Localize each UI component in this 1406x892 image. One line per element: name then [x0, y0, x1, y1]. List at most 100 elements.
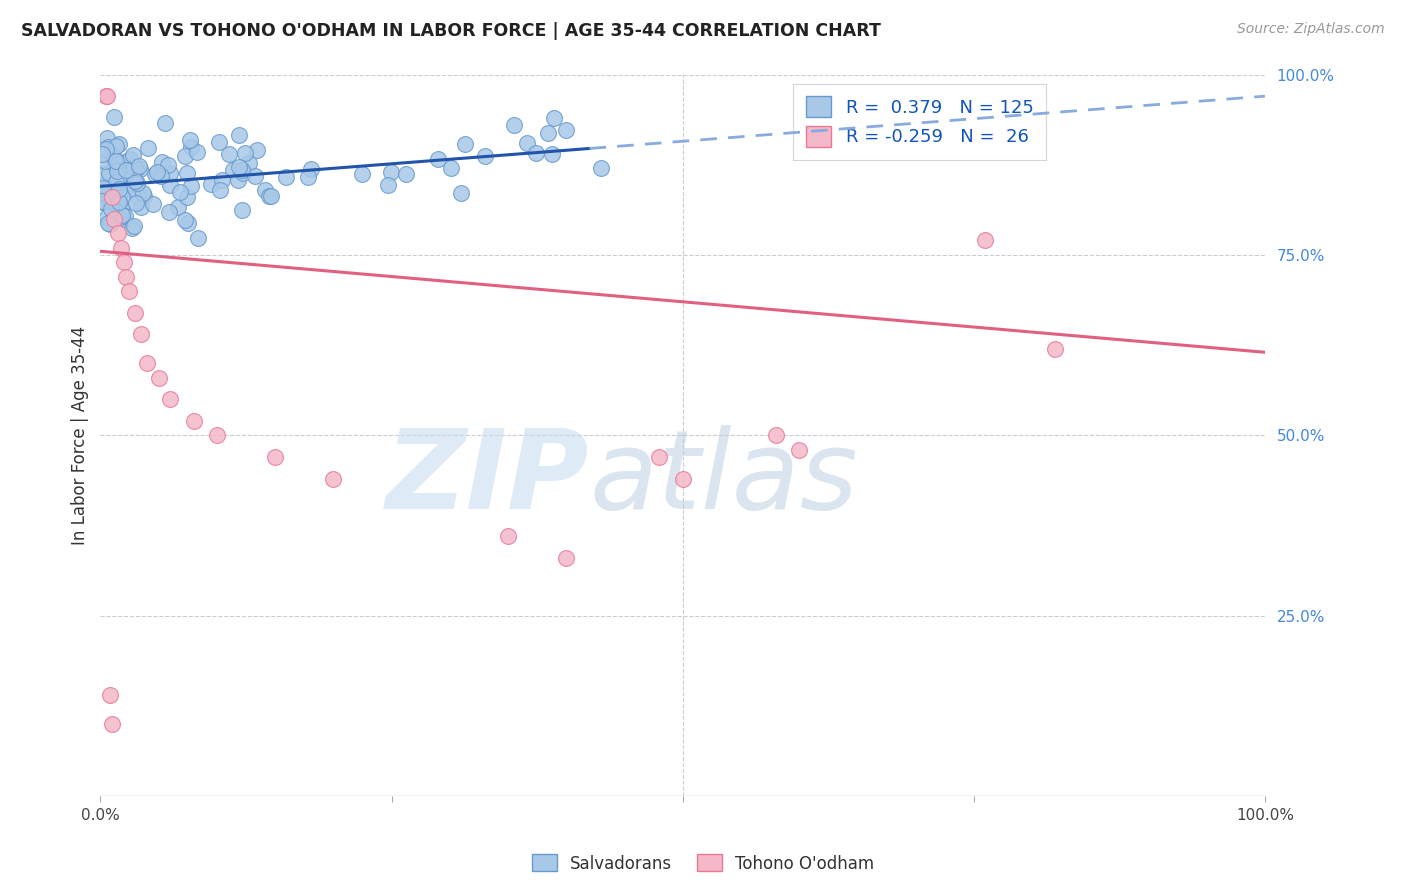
Point — [97, 140, 120, 154]
Point — [200, 178, 222, 192]
Point — [110, 202, 132, 217]
Point — [136, 141, 159, 155]
Point — [231, 162, 253, 177]
Point — [90, 146, 112, 161]
Point — [264, 450, 287, 464]
Point — [765, 428, 787, 442]
Point — [222, 162, 245, 177]
Point — [108, 194, 131, 209]
Point — [115, 163, 138, 178]
Point — [238, 156, 260, 170]
Point — [103, 187, 125, 202]
Point — [157, 204, 180, 219]
Point — [111, 208, 134, 222]
Point — [156, 158, 179, 172]
Point — [183, 414, 205, 428]
Point — [125, 196, 148, 211]
Point — [524, 145, 547, 160]
Point — [180, 179, 202, 194]
Point — [555, 123, 578, 137]
Point — [98, 217, 121, 231]
Point — [122, 160, 145, 174]
Point — [453, 136, 475, 151]
Point — [127, 177, 149, 191]
Point — [380, 165, 402, 179]
Point — [91, 194, 114, 209]
Point — [297, 169, 319, 184]
Point — [101, 194, 124, 209]
Point — [257, 189, 280, 203]
Point — [122, 171, 145, 186]
Point — [274, 169, 297, 184]
Point — [122, 148, 145, 162]
Point — [107, 172, 129, 186]
Point — [211, 172, 233, 186]
Point — [93, 153, 115, 168]
Point — [150, 155, 173, 169]
Point — [228, 173, 250, 187]
Point — [115, 269, 138, 284]
Point — [540, 146, 562, 161]
Point — [111, 212, 134, 227]
Point — [98, 193, 121, 207]
Point — [91, 167, 114, 181]
Point — [96, 211, 118, 225]
Point — [104, 154, 127, 169]
Point — [516, 136, 538, 150]
Point — [121, 220, 143, 235]
Point — [176, 166, 198, 180]
Point — [103, 156, 125, 170]
Point — [254, 184, 277, 198]
Point — [974, 234, 997, 248]
Point — [149, 169, 172, 183]
Point — [125, 162, 148, 177]
Point — [153, 116, 176, 130]
Point — [228, 160, 250, 174]
Point — [543, 111, 565, 125]
Point — [299, 161, 322, 176]
Point — [101, 716, 124, 731]
Legend: Salvadorans, Tohono O'odham: Salvadorans, Tohono O'odham — [524, 847, 882, 880]
Point — [111, 190, 134, 204]
Point — [129, 201, 152, 215]
Point — [450, 186, 472, 200]
Text: SALVADORAN VS TOHONO O'ODHAM IN LABOR FORCE | AGE 35-44 CORRELATION CHART: SALVADORAN VS TOHONO O'ODHAM IN LABOR FO… — [21, 22, 882, 40]
Point — [107, 182, 129, 196]
Y-axis label: In Labor Force | Age 35-44: In Labor Force | Age 35-44 — [72, 326, 89, 545]
Point — [100, 202, 122, 217]
Point — [394, 168, 416, 182]
Point — [91, 181, 114, 195]
Point — [105, 163, 128, 178]
Point — [159, 178, 181, 193]
Point — [159, 166, 181, 180]
Point — [129, 327, 152, 342]
Point — [440, 161, 463, 175]
Point — [90, 185, 112, 199]
Point — [91, 178, 114, 193]
Point — [132, 186, 155, 200]
Point — [174, 149, 197, 163]
Point — [176, 190, 198, 204]
Point — [205, 428, 228, 442]
Point — [159, 392, 181, 407]
Point — [96, 89, 118, 103]
Point — [187, 231, 209, 245]
Point — [124, 174, 146, 188]
Point — [118, 284, 141, 298]
Point — [787, 442, 810, 457]
Text: Source: ZipAtlas.com: Source: ZipAtlas.com — [1237, 22, 1385, 37]
Point — [180, 140, 202, 154]
Point — [672, 471, 695, 485]
Point — [589, 161, 612, 176]
Point — [107, 194, 129, 208]
Point — [208, 135, 231, 149]
Point — [426, 153, 449, 167]
Point — [105, 197, 128, 211]
Point — [260, 189, 283, 203]
Point — [104, 139, 127, 153]
Point — [110, 241, 132, 255]
Point — [377, 178, 399, 193]
Point — [243, 169, 266, 183]
Point — [148, 370, 170, 384]
Point — [96, 130, 118, 145]
